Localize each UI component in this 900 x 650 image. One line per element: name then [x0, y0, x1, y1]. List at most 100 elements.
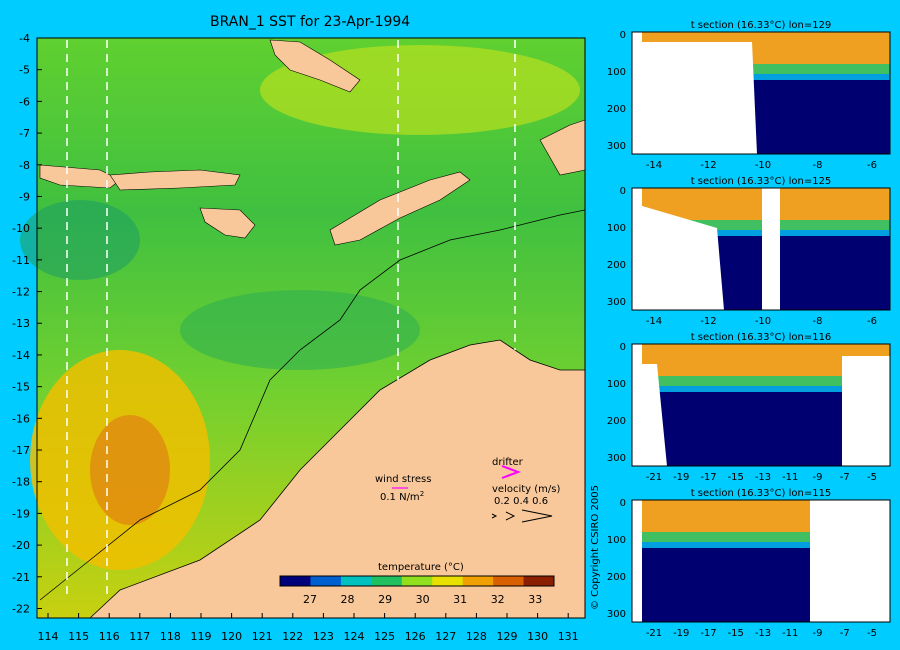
lat-tick-label: -11	[12, 254, 30, 267]
lat-tick-label: -21	[12, 571, 30, 584]
section-lat-tick: -5	[867, 628, 877, 639]
section-depth-tick: 200	[607, 572, 626, 583]
lon-tick-label: 119	[191, 630, 212, 643]
section-depth-tick: 0	[620, 30, 626, 41]
section-thermocline	[642, 376, 890, 386]
section-title: t section (16.33°C) lon=116	[691, 332, 832, 343]
lat-tick-label: -7	[19, 127, 30, 140]
lat-tick-label: -8	[19, 159, 30, 172]
map-title: BRAN_1 SST for 23-Apr-1994	[210, 14, 411, 30]
section-lat-tick: -5	[867, 472, 877, 483]
colorbar-tick-label: 31	[453, 593, 467, 606]
section-lat-tick: -6	[867, 316, 877, 327]
lat-tick-label: -9	[19, 190, 30, 203]
lat-tick-label: -14	[12, 349, 30, 362]
section-depth-tick: 0	[620, 342, 626, 353]
section-land-mask	[632, 364, 667, 466]
lon-tick-label: 116	[99, 630, 120, 643]
section-lat-tick: -8	[813, 160, 823, 171]
latitude-axis: -4 -5 -6 -7 -8 -9 -10 -11 -12 -13 -14 -15 -16 -17 -18 -…	[12, 32, 42, 615]
section-land-mask	[842, 356, 890, 466]
section-lat-tick: -21	[646, 628, 662, 639]
lon-tick-label: 120	[221, 630, 242, 643]
section-lat-tick: -14	[646, 160, 662, 171]
section-depth-tick: 300	[607, 297, 626, 308]
section-lat-tick: -9	[813, 472, 823, 483]
section-lat-tick: -13	[755, 472, 771, 483]
colorbar-segment	[401, 576, 433, 586]
section-depth-tick: 0	[620, 498, 626, 509]
island-timor	[329, 171, 471, 246]
colorbar-segment	[493, 576, 525, 586]
section-depth-tick: 300	[607, 453, 626, 464]
warm-core	[90, 415, 170, 525]
section-depth-tick: 300	[607, 609, 626, 620]
section-lat-tick: -8	[813, 316, 823, 327]
colorbar-tick-label: 30	[416, 593, 430, 606]
section-lat-tick: -15	[728, 472, 744, 483]
section-frame	[631, 31, 891, 155]
map-frame	[36, 37, 586, 619]
section-title: t section (16.33°C) lon=125	[691, 176, 832, 187]
section-lat-tick: -12	[700, 160, 716, 171]
section-title: t section (16.33°C) lon=115	[691, 488, 832, 499]
section-panel: t section (16.33°C) lon=125 0 100 200 300 -14…	[607, 176, 891, 327]
colorbar-frame	[279, 575, 555, 587]
colorbar-tick-label: 29	[378, 593, 392, 606]
island-sumbawa	[109, 169, 241, 191]
section-lat-tick: -7	[840, 628, 850, 639]
lat-tick-label: -15	[12, 381, 30, 394]
section-lat-tick: -19	[673, 472, 689, 483]
section-land-mask	[762, 188, 780, 310]
colorbar-tick-label: 27	[303, 593, 317, 606]
copyright-text: © Copyright CSIRO 2005	[590, 485, 601, 610]
section-depth-tick: 200	[607, 260, 626, 271]
velocity-arrows-icon	[491, 509, 553, 523]
section-land-mask	[810, 500, 890, 622]
section-cool-layer	[642, 74, 890, 80]
longitude-axis: 114 115 116 117 118 119 120 121 122 123 124 125 126 1…	[38, 613, 579, 643]
section-frame	[631, 343, 891, 467]
section-lat-tick: -17	[700, 472, 716, 483]
colorbar-label: temperature (°C)	[378, 562, 464, 573]
lat-tick-label: -18	[12, 476, 30, 489]
lat-tick-label: -6	[19, 95, 30, 108]
colorbar-segment	[432, 576, 464, 586]
section-depth-tick: 100	[607, 67, 626, 78]
velocity-values: 0.2 0.4 0.6	[494, 496, 548, 507]
colorbar-segment	[310, 576, 342, 586]
drifter-label: drifter	[492, 457, 524, 468]
section-land-mask	[632, 203, 724, 310]
section-lat-tick: -17	[700, 628, 716, 639]
section-lat-tick: -15	[728, 628, 744, 639]
section-depth-tick: 0	[620, 186, 626, 197]
section-lat-tick: -10	[755, 316, 771, 327]
section-panel: t section (16.33°C) lon=129 0 100 200 300 -14…	[607, 20, 891, 171]
island-sumba	[199, 207, 256, 239]
section-depth-tick: 300	[607, 141, 626, 152]
section-panel: t section (16.33°C) lon=115 0 100 200 300 -21…	[607, 488, 891, 639]
island-java	[39, 164, 121, 189]
section-lat-tick: -10	[755, 160, 771, 171]
section-lat-tick: -9	[813, 628, 823, 639]
lat-tick-label: -17	[12, 444, 30, 457]
section-depth-tick: 100	[607, 535, 626, 546]
section-lat-tick: -12	[700, 316, 716, 327]
section-lat-tick: -11	[782, 472, 798, 483]
section-frame	[631, 187, 891, 311]
australia-land	[88, 339, 586, 619]
lon-tick-label: 114	[38, 630, 59, 643]
section-depth-tick: 200	[607, 104, 626, 115]
sections-panel: t section (16.33°C) lon=129 0 100 200 300 -14…	[607, 20, 891, 639]
colorbar-tick-label: 32	[491, 593, 505, 606]
section-lat-tick: -11	[782, 628, 798, 639]
lon-tick-label: 122	[282, 630, 303, 643]
section-lat-tick: -13	[755, 628, 771, 639]
lat-tick-label: -19	[12, 507, 30, 520]
section-depth-tick: 100	[607, 223, 626, 234]
cool-patch	[20, 200, 140, 280]
section-panel: t section (16.33°C) lon=116 0 100 200 300 -21…	[607, 332, 891, 483]
sst-map: -4 -5 -6 -7 -8 -9 -10 -11 -12 -13 -14 -15 -16 -17 -18 -…	[12, 32, 586, 643]
lon-tick-label: 118	[160, 630, 181, 643]
section-depth-tick: 100	[607, 379, 626, 390]
